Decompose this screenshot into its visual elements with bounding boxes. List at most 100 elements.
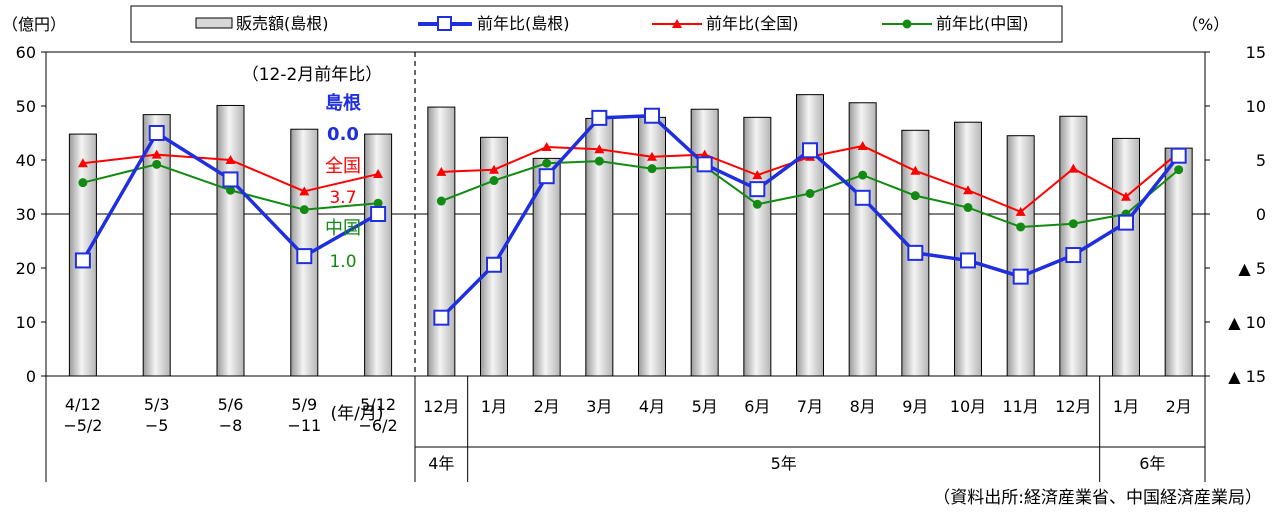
sales-bars bbox=[68, 94, 1193, 377]
yoy-zenkoku-point bbox=[77, 158, 88, 168]
period-category-label: 5/3 bbox=[144, 395, 170, 414]
yoy-zenkoku-point bbox=[225, 155, 236, 164]
left-axis-title: （億円） bbox=[2, 15, 66, 34]
left-tick-label: 20 bbox=[16, 259, 36, 278]
period-category-label: −6/2 bbox=[359, 416, 398, 435]
yoy-shimane-point bbox=[1065, 247, 1082, 264]
month-category-label: 2月 bbox=[534, 397, 560, 416]
yoy-chugoku-point bbox=[963, 203, 973, 213]
left-tick-label: 50 bbox=[16, 97, 36, 116]
yoy-zenkoku-point bbox=[489, 164, 499, 174]
month-category-label: 3月 bbox=[586, 397, 612, 416]
legend-label-shimane: 前年比(島根) bbox=[477, 14, 570, 33]
legend-marker-chugoku bbox=[902, 19, 912, 29]
yoy-shimane-point bbox=[907, 244, 924, 261]
right-tick-label: ▲ 15 bbox=[1228, 367, 1266, 386]
left-tick-label: 60 bbox=[16, 43, 36, 62]
sales-bar bbox=[1164, 147, 1193, 377]
yoy-chugoku-point bbox=[542, 158, 552, 168]
month-category-label: 1月 bbox=[1113, 397, 1139, 416]
yoy-chugoku-point bbox=[226, 185, 235, 195]
sales-bar bbox=[427, 106, 456, 377]
yoy-zenkoku-point bbox=[594, 144, 605, 154]
annotation-zenkoku-name: 全国 bbox=[325, 156, 361, 177]
yoy-zenkoku-point bbox=[373, 169, 384, 179]
yoy-annotation: （12-2月前年比） 島根 0.0 全国 3.7 中国 1.0 bbox=[242, 65, 383, 272]
sales-bar bbox=[954, 121, 982, 377]
yoy-zenkoku-point bbox=[1068, 163, 1079, 173]
legend-label-sales: 販売額(島根) bbox=[236, 14, 329, 33]
right-tick-label: 5 bbox=[1256, 151, 1266, 170]
month-category-label: 4月 bbox=[639, 397, 665, 416]
yoy-shimane-point bbox=[644, 107, 660, 124]
month-category-label: 1月 bbox=[481, 397, 507, 416]
month-category-label: 11月 bbox=[1002, 397, 1038, 416]
right-tick-label: 0 bbox=[1256, 205, 1266, 224]
month-category-label: 12月 bbox=[1055, 397, 1091, 416]
yoy-shimane-point bbox=[854, 189, 871, 206]
yoy-chugoku-point bbox=[489, 176, 499, 186]
sales-bar bbox=[743, 116, 772, 377]
legend-label-chugoku: 前年比(中国) bbox=[936, 14, 1029, 33]
yoy-shimane-point bbox=[222, 171, 239, 188]
yoy-shimane-point bbox=[370, 206, 387, 222]
left-tick-label: 30 bbox=[16, 205, 36, 224]
sales-bar bbox=[1059, 115, 1088, 377]
annotation-chugoku-value: 1.0 bbox=[329, 252, 356, 272]
yoy-chugoku-point bbox=[858, 170, 868, 180]
yoy-shimane-point bbox=[1170, 147, 1187, 164]
annotation-title: （12-2月前年比） bbox=[242, 65, 383, 85]
yoy-zenkoku-point bbox=[436, 166, 447, 176]
yoy-chugoku-point bbox=[1068, 219, 1078, 229]
year-group-label: 6年 bbox=[1139, 454, 1165, 473]
yoy-shimane-point bbox=[486, 256, 502, 273]
legend: 販売額(島根) 前年比(島根) 前年比(全国) 前年比(中国) bbox=[130, 5, 1063, 43]
yoy-shimane-point bbox=[1118, 214, 1134, 231]
sales-bar bbox=[690, 108, 719, 377]
yoy-shimane-point bbox=[1012, 268, 1029, 285]
yoy-shimane-point bbox=[696, 156, 713, 173]
month-category-label: 10月 bbox=[950, 397, 986, 416]
legend-marker-shimane bbox=[437, 16, 452, 31]
month-category-label: 5月 bbox=[692, 397, 718, 416]
axis-tick-labels: 0 10 20 30 40 50 60 ▲ 15 ▲ 10 ▲ 5 0 5 10 15 bbox=[16, 43, 1266, 386]
period-category-label: 5/9 bbox=[291, 395, 317, 414]
sales-bar bbox=[1006, 135, 1035, 377]
yoy-chugoku-point bbox=[910, 191, 920, 201]
source-note: （資料出所:経済産業省、中国経済産業局） bbox=[933, 488, 1262, 508]
yoy-zenkoku-point bbox=[1015, 206, 1026, 216]
left-tick-label: 40 bbox=[16, 151, 36, 170]
yoy-chugoku-point bbox=[1174, 165, 1184, 175]
sales-bar bbox=[796, 94, 824, 377]
yoy-shimane-point bbox=[433, 309, 450, 326]
yoy-shimane-point bbox=[296, 248, 313, 265]
month-category-label: 12月 bbox=[423, 397, 459, 416]
period-category-label: −5/2 bbox=[63, 416, 102, 435]
period-category-label: −5 bbox=[145, 416, 169, 435]
yoy-zenkoku-point bbox=[752, 170, 763, 180]
yoy-chugoku-point bbox=[373, 198, 383, 208]
yoy-shimane-point bbox=[802, 142, 818, 159]
yoy-zenkoku-point bbox=[151, 149, 162, 159]
month-category-label: 9月 bbox=[902, 397, 928, 416]
left-tick-label: 10 bbox=[16, 313, 36, 332]
yoy-chugoku-point bbox=[152, 159, 162, 169]
yoy-chugoku-point bbox=[436, 196, 446, 206]
right-tick-label: 15 bbox=[1246, 43, 1266, 62]
right-tick-label: ▲ 5 bbox=[1238, 259, 1266, 278]
yoy-lines bbox=[74, 107, 1187, 326]
period-category-label: 5/12 bbox=[360, 395, 396, 414]
left-tick-label: 0 bbox=[26, 367, 36, 386]
yoy-shimane-point bbox=[148, 125, 165, 141]
yoy-shimane-point bbox=[538, 168, 555, 185]
yoy-shimane-point bbox=[749, 181, 766, 198]
yoy-zenkoku-point bbox=[910, 165, 921, 175]
yoy-chugoku-point bbox=[647, 164, 657, 174]
yoy-zenkoku-point bbox=[963, 185, 973, 195]
yoy-chugoku-point bbox=[78, 178, 88, 188]
legend-marker-zenkoku bbox=[672, 19, 682, 28]
period-category-label: 4/12 bbox=[65, 395, 101, 414]
period-category-label: −11 bbox=[287, 416, 321, 435]
right-tick-label: 10 bbox=[1246, 97, 1266, 116]
sales-bar bbox=[1112, 137, 1140, 377]
